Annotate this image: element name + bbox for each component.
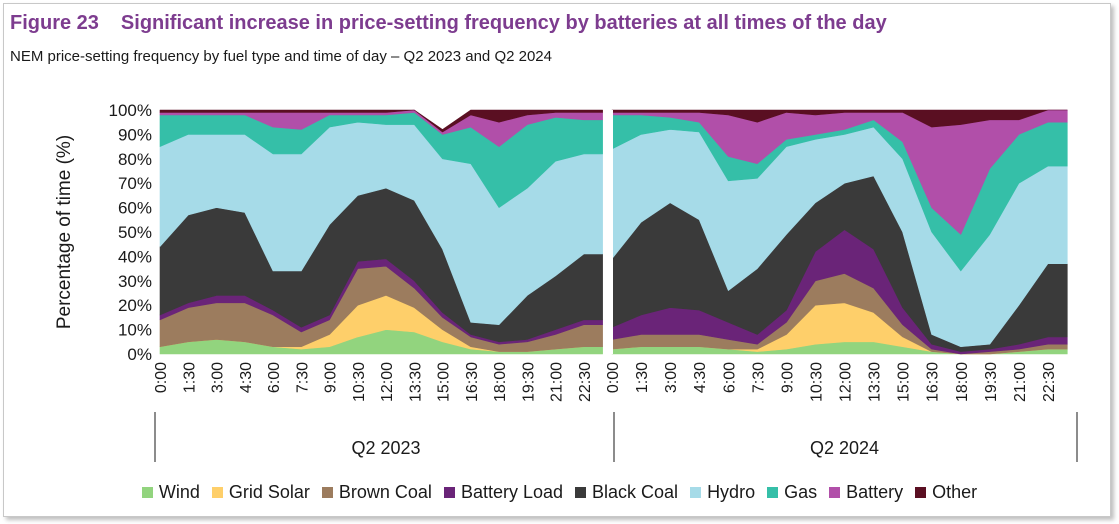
y-tick-label: 40% [118,247,152,266]
figure-title: Figure 23 Significant increase in price-s… [10,12,887,35]
x-tick-label: 6:00 [721,362,738,393]
legend-label: Battery Load [460,482,564,502]
y-tick-label: 20% [118,296,152,315]
area-other-q2-2024 [611,109,1068,128]
x-tick-label: 22:30 [1041,362,1058,402]
y-tick-label: 30% [118,272,152,291]
y-tick-label: 50% [118,223,152,242]
legend-swatch [829,487,841,498]
figure-number: Figure 23 [10,12,99,34]
x-tick-label: 18:00 [954,362,971,402]
x-tick-label: 6:00 [266,362,283,393]
legend-swatch [767,487,779,498]
legend-item-hydro: Hydro [690,482,755,503]
y-axis-title: Percentage of time (%) [54,135,75,329]
stacked-area-chart: 0% 10% 20% 30% 40% 50% 60% 70% 80% 90% 100% Percent… [54,101,1078,462]
legend-item-brown-coal: Brown Coal [321,482,432,503]
x-tick-label: 0:00 [153,362,170,393]
legend-swatch [915,487,927,498]
x-tick-label: 9:00 [779,362,796,393]
legend-label: Grid Solar [228,482,310,502]
x-tick-label: 0:00 [605,362,622,393]
x-tick-label: 15:00 [436,362,453,402]
x-tick-label: 13:30 [407,362,424,402]
y-tick-label: 70% [118,174,152,193]
legend-swatch [141,487,153,498]
figure-title-text: Significant increase in price-setting fr… [120,12,887,34]
x-tick-label: 16:30 [464,362,481,402]
legend-swatch [575,487,587,498]
x-tick-label: 19:30 [983,362,1000,402]
group-label: Q2 2023 [351,438,420,458]
x-tick-label: 3:00 [663,362,680,393]
area-other-q2-2023 [159,109,603,133]
figure-subtitle: NEM price-setting frequency by fuel type… [10,48,552,65]
x-tick-label: 15:00 [896,362,913,402]
x-tick-label: 9:00 [323,362,340,393]
x-tick-label: 12:00 [838,362,855,402]
legend-label: Battery [846,482,904,502]
x-tick-label: 3:00 [210,362,227,393]
x-tick-label: 18:00 [492,362,509,402]
legend-item-black-coal: Black Coal [575,482,678,503]
legend-item-battery-load: Battery Load [443,482,564,503]
y-tick-label: 90% [118,125,152,144]
y-tick-label: 100% [109,101,152,120]
x-tick-label: 4:30 [692,362,709,393]
y-tick-label: 10% [118,321,152,340]
y-tick-label: 0% [127,345,152,364]
group-label: Q2 2024 [810,438,879,458]
legend-label: Black Coal [592,482,679,502]
x-tick-label: 22:30 [577,362,594,402]
legend-item-battery: Battery [829,482,903,503]
legend-item-wind: Wind [141,482,200,503]
chart-legend: Wind Grid Solar Brown Coal Battery Load Blac… [0,482,1119,503]
x-tick-label: 10:30 [351,362,368,402]
legend-item-gas: Gas [767,482,817,503]
legend-swatch [321,487,333,498]
legend-item-grid-solar: Grid Solar [211,482,310,503]
x-tick-label: 1:30 [634,362,651,393]
x-tick-label: 1:30 [181,362,198,393]
x-tick-label: 16:30 [925,362,942,402]
x-tick-label: 4:30 [238,362,255,393]
legend-label: Hydro [707,482,756,502]
legend-item-other: Other [915,482,977,503]
y-tick-label: 80% [118,150,152,169]
legend-swatch [443,487,455,498]
x-tick-label: 13:30 [867,362,884,402]
x-tick-label: 12:00 [379,362,396,402]
legend-label: Brown Coal [338,482,432,502]
x-tick-label: 21:00 [549,362,566,402]
x-tick-label: 7:30 [750,362,767,393]
legend-swatch [690,487,702,498]
legend-label: Other [932,482,978,502]
x-tick-label: 19:30 [520,362,537,402]
legend-label: Gas [784,482,818,502]
legend-label: Wind [158,482,200,502]
legend-swatch [211,487,223,498]
y-tick-label: 60% [118,199,152,218]
x-tick-label: 21:00 [1012,362,1029,402]
x-tick-label: 10:30 [808,362,825,402]
x-tick-label: 7:30 [294,362,311,393]
